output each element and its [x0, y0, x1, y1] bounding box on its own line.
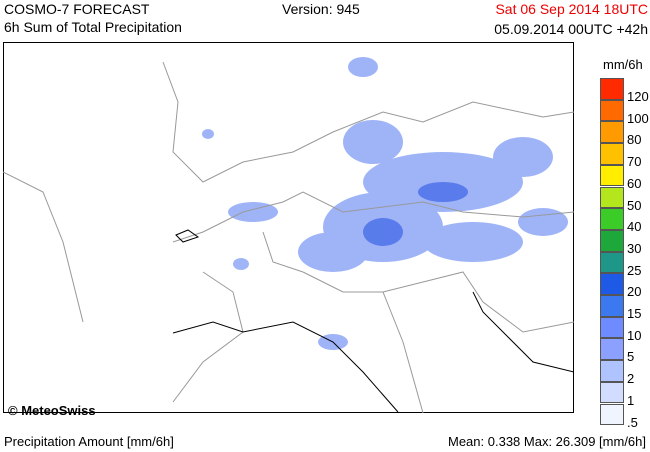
legend-label: 100	[627, 110, 649, 126]
legend-swatch	[600, 143, 624, 165]
run-time: 05.09.2014 00UTC +42h	[494, 21, 648, 37]
map	[3, 42, 574, 413]
precipitation	[202, 57, 568, 350]
legend-label: 10	[627, 327, 642, 343]
legend-swatch	[600, 186, 624, 209]
legend-swatch	[600, 360, 624, 382]
legend-swatch	[600, 251, 624, 274]
legend-label: 1	[627, 392, 635, 408]
legend-label: 50	[627, 197, 642, 213]
legend-label: 20	[627, 284, 642, 300]
legend-swatch	[600, 78, 624, 100]
legend-label: 60	[627, 175, 642, 191]
legend-label: 120	[627, 89, 649, 104]
legend-label: 25	[627, 262, 642, 278]
legend-swatch	[600, 381, 624, 404]
legend-swatch	[600, 99, 624, 122]
legend-swatch	[600, 403, 624, 426]
copyright: © MeteoSwiss	[8, 403, 96, 418]
version: Version: 945	[282, 1, 360, 17]
legend-swatch	[600, 164, 624, 187]
legend-swatch	[600, 338, 624, 361]
legend-label: 5	[627, 349, 635, 365]
legend-label: 70	[627, 154, 642, 170]
legend-swatch	[600, 121, 624, 144]
legend-label: .5	[627, 414, 638, 430]
legend-swatch	[600, 295, 624, 317]
legend-label: 30	[627, 240, 642, 256]
borders	[3, 61, 574, 413]
footer-left: Precipitation Amount [mm/6h]	[4, 434, 174, 449]
legend-label: 40	[627, 219, 642, 235]
subtitle: 6h Sum of Total Precipitation	[4, 19, 182, 35]
legend-label: 2	[627, 371, 635, 387]
legend-label: 80	[627, 132, 642, 148]
legend-swatch	[600, 273, 624, 295]
legend-label: 15	[627, 306, 642, 321]
legend-unit: mm/6h	[603, 57, 643, 72]
valid-time: Sat 06 Sep 2014 18UTC	[495, 1, 648, 17]
footer-right: Mean: 0.338 Max: 26.309 [mm/6h]	[448, 434, 646, 449]
title: COSMO-7 FORECAST	[4, 1, 150, 17]
legend-swatch	[600, 229, 624, 252]
coastline	[172, 229, 574, 413]
legend-swatch	[600, 316, 624, 339]
legend-swatch	[600, 208, 624, 230]
